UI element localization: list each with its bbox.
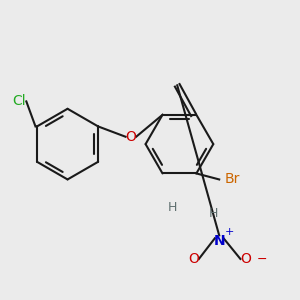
Text: +: +: [225, 227, 235, 237]
Text: Br: Br: [225, 172, 241, 186]
Text: H: H: [167, 201, 177, 214]
Text: O: O: [125, 130, 136, 144]
Text: H: H: [208, 207, 218, 220]
Text: Cl: Cl: [12, 94, 26, 108]
Text: O: O: [188, 252, 199, 266]
Text: N: N: [213, 234, 225, 248]
Text: −: −: [256, 252, 267, 266]
Text: O: O: [240, 252, 251, 266]
